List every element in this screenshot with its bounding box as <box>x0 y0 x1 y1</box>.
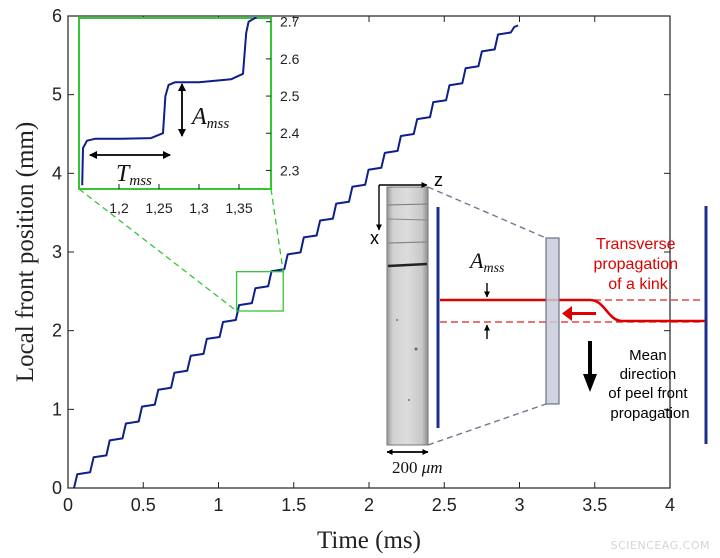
inset-frame <box>78 17 272 190</box>
strip-speck <box>396 319 398 321</box>
strip-peel-front <box>387 262 428 268</box>
y-tick-label: 5 <box>52 85 62 105</box>
y-axis-ticks: 0 1 2 3 4 5 6 <box>52 6 670 498</box>
x-tick-label: 3.5 <box>582 495 607 515</box>
amplitude-label-schematic: Amss <box>468 248 505 276</box>
x-tick-label: 0.5 <box>131 495 156 515</box>
x-axis-label: Time (ms) <box>317 527 421 554</box>
kink-front-line <box>440 298 705 323</box>
inset-y-tick-label: 2.5 <box>280 88 300 104</box>
x-axis-ticks: 0 0.5 1 1.5 2 2.5 3 3.5 4 <box>63 16 675 515</box>
zoom-box <box>235 271 284 312</box>
observation-window <box>545 237 560 405</box>
x-tick-label: 2 <box>364 495 374 515</box>
inset-y-axis-ticks: 2.3 2.4 2.5 2.6 2.7 <box>266 14 300 178</box>
projection-line-top <box>427 186 547 239</box>
y-tick-label: 1 <box>52 399 62 419</box>
zoom-connector-left <box>78 188 237 312</box>
amplitude-label-inset: Amss <box>190 104 229 132</box>
main-chart: 0 0.5 1 1.5 2 2.5 3 3.5 4 0 1 2 3 4 5 6 Time (ms) Loca… <box>12 6 675 554</box>
inset-x-tick-label: 1,25 <box>145 200 172 216</box>
inset-y-tick-label: 2.6 <box>280 51 300 67</box>
inset-y-tick-label: 2.3 <box>280 162 300 178</box>
zoom-connector-right <box>270 188 284 272</box>
inset-x-tick-label: 1,3 <box>189 200 209 216</box>
kink-text: Transverse propagation of a kink <box>594 236 683 293</box>
x-tick-label: 1 <box>213 495 223 515</box>
series-line-front-position <box>73 24 519 489</box>
y-axis-label: Local front position (mm) <box>12 122 39 382</box>
x-tick-label: 0 <box>63 495 73 515</box>
peel-front-schematic: z x 200 μm Amss Transverse propagation o… <box>370 170 708 477</box>
x-tick-label: 1.5 <box>281 495 306 515</box>
x-tick-label: 2.5 <box>432 495 457 515</box>
period-label: Tmss <box>116 161 152 189</box>
inset-x-tick-label: 1,2 <box>109 200 129 216</box>
inset-series-line <box>81 17 257 186</box>
kink-direction-arrow <box>562 306 596 321</box>
inset-y-tick-label: 2.7 <box>280 14 300 30</box>
y-tick-label: 3 <box>52 242 62 262</box>
y-tick-label: 4 <box>52 163 62 183</box>
strip-speck <box>408 399 410 401</box>
scale-bar-label: 200 μm <box>392 458 443 477</box>
watermark: SCIENCEAG.COM <box>610 539 710 552</box>
z-axis-label: z <box>434 170 443 190</box>
strip-line <box>387 203 428 206</box>
inset-y-tick-label: 2.4 <box>280 125 300 141</box>
y-tick-label: 0 <box>52 478 62 498</box>
strip-speck <box>414 347 418 351</box>
camera-strip-image <box>386 186 429 446</box>
inset-x-tick-label: 1,35 <box>225 200 252 216</box>
strip-line <box>387 218 428 221</box>
mean-direction-arrow <box>583 341 597 392</box>
y-tick-label: 6 <box>52 6 62 26</box>
x-axis-label-schematic: x <box>370 228 379 248</box>
x-tick-label: 3 <box>514 495 524 515</box>
inset-chart: 1,2 1,25 1,3 1,35 2.3 2.4 2.5 2.6 2.7 Tmss Amss <box>78 14 300 216</box>
projection-line-bottom <box>427 403 547 446</box>
strip-line <box>387 241 428 244</box>
x-tick-label: 4 <box>665 495 675 515</box>
mean-direction-text: Mean direction of peel front propagation <box>608 347 691 422</box>
inset-x-axis-ticks: 1,2 1,25 1,3 1,35 <box>109 184 253 216</box>
y-tick-label: 2 <box>52 321 62 341</box>
